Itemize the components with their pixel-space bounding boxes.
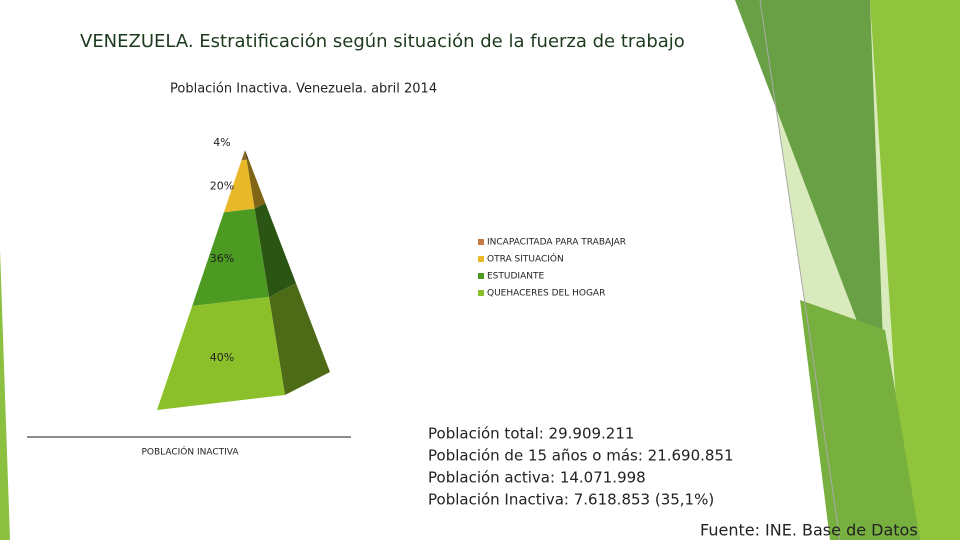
legend-swatch (478, 290, 484, 296)
legend-label: ESTUDIANTE (487, 272, 544, 282)
bg-shape (735, 0, 885, 395)
pyramid: 4% INCAPACITADA PARA TRABAJAR 20% OTRA SITU… (157, 136, 626, 410)
value-label: 4% (213, 136, 230, 149)
legend-swatch (478, 256, 484, 262)
pyramid-segment (223, 159, 255, 213)
bg-shape (870, 0, 960, 540)
note: Población Inactiva: 7.618.853 (35,1%) (428, 491, 714, 509)
pyramid-segment (192, 208, 269, 306)
chart-title: Población Inactiva. Venezuela. abril 201… (170, 82, 437, 97)
x-axis-label: POBLACIÓN INACTIVA (141, 446, 239, 458)
pyramid-segment (241, 150, 247, 161)
legend-swatch (478, 239, 484, 245)
note: Población de 15 años o más: 21.690.851 (428, 447, 734, 465)
left-strip (0, 250, 10, 540)
legend-label: OTRA SITUACIÓN (487, 253, 564, 265)
pyramid-side (245, 150, 249, 160)
legend-label: INCAPACITADA PARA TRABAJAR (487, 238, 626, 248)
legend-swatch (478, 273, 484, 279)
pyramid-segment (157, 297, 285, 410)
legend-label: QUEHACERES DEL HOGAR (487, 289, 605, 299)
value-label: 20% (210, 179, 234, 192)
note: Población total: 29.909.211 (428, 425, 634, 443)
note: Población activa: 14.071.998 (428, 469, 646, 487)
value-label: 40% (210, 351, 234, 364)
pyramid-side (254, 203, 296, 297)
pyramid-side (246, 158, 266, 209)
pyramid-side (269, 283, 330, 395)
slide-title: VENEZUELA. Estratificación según situaci… (80, 31, 685, 52)
bg-line (759, 0, 841, 540)
bg-shape (800, 300, 920, 540)
value-label: 36% (210, 252, 234, 265)
source: Fuente: INE. Base de Datos (700, 521, 918, 540)
